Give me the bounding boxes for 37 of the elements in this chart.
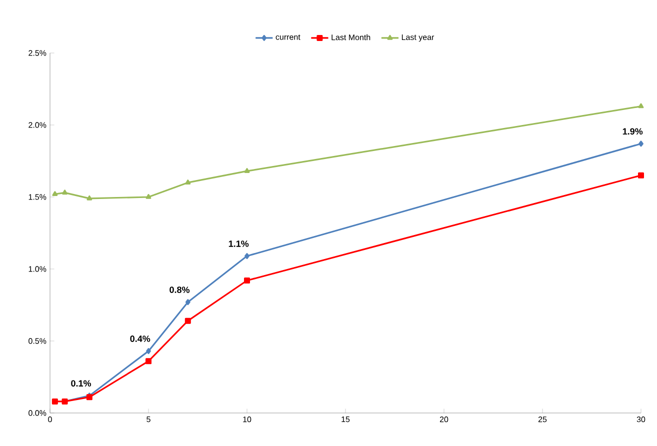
point [244,278,250,284]
point [638,140,644,147]
legend-label: Last Month [332,34,370,40]
data-label: 0.1% [71,380,92,387]
y-tick-label: 2.0% [28,122,46,128]
x-tick-label: 0 [48,416,52,422]
x-tick-label: 5 [146,416,150,422]
point [185,299,190,306]
point [146,358,152,364]
point [146,194,152,199]
x-tick-label: 10 [243,416,252,422]
data-label: 1.1% [228,240,249,247]
data-label: 0.8% [170,286,190,293]
data-label: 0.4% [130,336,150,342]
y-tick-label: 2.5% [28,50,46,56]
point [244,253,250,260]
legend-label: current [276,34,300,40]
x-tick-label: 15 [342,416,350,422]
point [52,191,58,196]
point [52,398,58,404]
x-tick-label: 25 [538,416,547,422]
data-label: 1.9% [622,128,643,135]
point [638,103,644,108]
point [62,190,68,195]
point [185,180,191,184]
point [146,348,151,354]
y-tick-label: 1.0% [28,266,46,272]
x-tick-label: 20 [440,416,448,422]
point [86,195,92,200]
y-tick-label: 1.5% [28,194,46,200]
y-tick-label: 0.0% [28,410,46,416]
point [638,172,644,178]
x-tick-label: 30 [636,416,646,422]
y-tick-label: 0.5% [28,338,46,344]
legend-label: Last year [402,34,434,42]
point [184,318,191,324]
point [244,168,250,173]
